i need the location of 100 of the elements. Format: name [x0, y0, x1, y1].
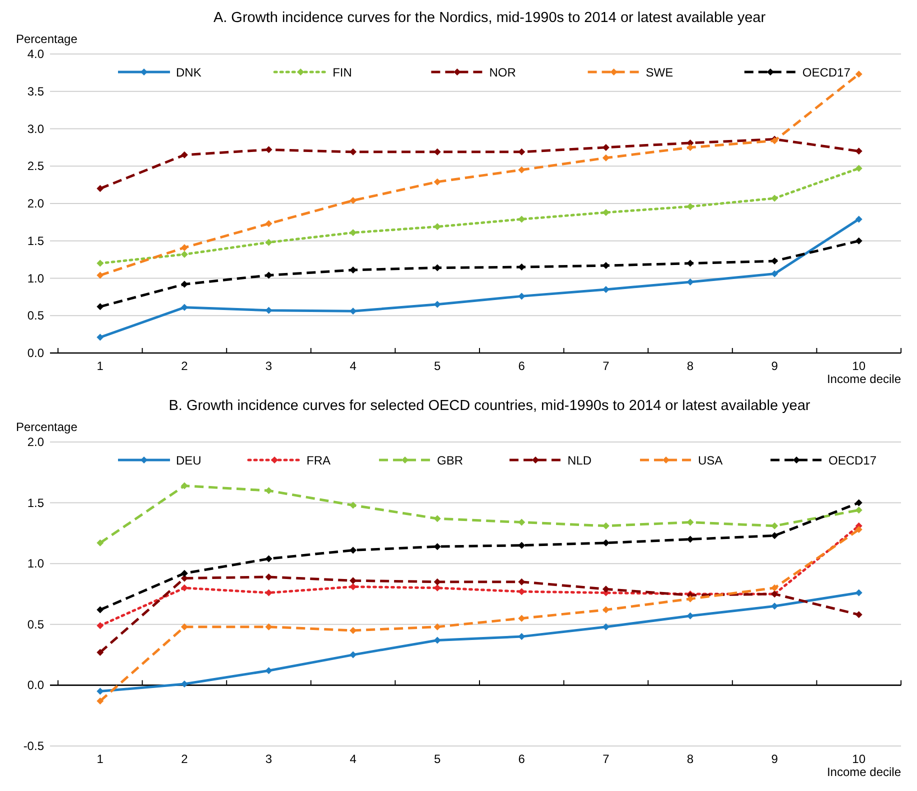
point: [686, 202, 694, 210]
point: [180, 151, 188, 158]
point: [434, 178, 441, 186]
point: [96, 185, 104, 192]
point: [350, 546, 357, 554]
x-tick-label: 1: [96, 752, 104, 766]
point: [686, 595, 694, 602]
point: [434, 223, 441, 230]
x-tick-label: 6: [518, 752, 526, 766]
y-tick-label: 0.0: [27, 678, 44, 692]
y-tick-label: 1.0: [27, 271, 44, 286]
point: [434, 148, 441, 156]
y-tick-label: 0.5: [27, 308, 44, 323]
legend-label: SWE: [646, 66, 674, 80]
point: [771, 522, 778, 530]
point: [518, 578, 526, 586]
point: [96, 606, 104, 614]
point: [855, 611, 862, 618]
legend-label: NLD: [568, 454, 592, 468]
y-tick-label: 1.5: [27, 496, 44, 510]
point: [855, 164, 862, 172]
x-tick-label: 8: [686, 359, 694, 373]
point: [434, 578, 441, 586]
y-tick-label: 0.0: [27, 346, 44, 360]
point: [771, 532, 778, 540]
x-tick-label: 10: [852, 359, 866, 373]
chart-title: A. Growth incidence curves for the Nordics, mid-1990s to 2014 or latest available year: [213, 10, 766, 26]
x-tick-label: 8: [686, 752, 694, 766]
point: [350, 308, 357, 315]
x-tick-label: 5: [434, 752, 442, 766]
point: [602, 623, 610, 630]
point: [771, 258, 778, 265]
x-tick-label: 2: [181, 752, 188, 766]
y-tick-label: 1.0: [27, 556, 44, 571]
point: [518, 148, 526, 156]
point: [180, 304, 188, 311]
point: [771, 270, 778, 278]
y-axis-title: Percentage: [16, 420, 78, 434]
point: [265, 573, 272, 580]
y-tick-label: 3.5: [27, 84, 44, 98]
point: [96, 698, 104, 705]
x-tick-label: 3: [265, 359, 272, 373]
legend-label: DNK: [176, 66, 202, 80]
point: [265, 220, 272, 228]
point: [518, 614, 526, 622]
x-tick-label: 9: [771, 359, 778, 373]
point: [518, 216, 526, 223]
point: [265, 589, 272, 596]
point: [265, 555, 272, 562]
point: [434, 623, 441, 630]
legend-label: NOR: [489, 66, 516, 80]
point: [686, 518, 694, 526]
point: [686, 278, 694, 286]
point: [602, 539, 610, 546]
point: [265, 306, 272, 314]
x-tick-label: 5: [434, 359, 442, 373]
point: [518, 588, 526, 596]
x-tick-label: 7: [602, 359, 610, 373]
point: [350, 502, 357, 509]
point: [180, 244, 188, 252]
y-tick-label: 0.5: [27, 617, 44, 632]
point: [434, 584, 441, 592]
point: [180, 584, 188, 592]
x-tick-label: 6: [518, 359, 526, 373]
point: [350, 148, 357, 156]
point: [350, 197, 357, 204]
x-tick-label: 10: [852, 752, 866, 766]
point: [771, 584, 778, 592]
point: [96, 688, 104, 695]
point: [434, 300, 441, 308]
y-tick-label: 3.0: [27, 122, 44, 136]
point: [265, 667, 272, 674]
x-axis-title: Income decile: [826, 765, 902, 779]
y-axis-title: Percentage: [16, 32, 78, 46]
point: [265, 487, 272, 494]
point: [855, 589, 862, 596]
legend-label: DEU: [176, 454, 202, 468]
legend-label: USA: [698, 454, 723, 468]
point: [265, 238, 272, 246]
point: [434, 515, 441, 522]
point: [518, 633, 526, 640]
y-tick-label: 4.0: [27, 47, 44, 61]
point: [855, 526, 862, 534]
point: [602, 606, 610, 614]
point: [686, 536, 694, 543]
x-tick-label: 3: [265, 752, 272, 766]
point: [686, 144, 694, 151]
point: [855, 216, 862, 223]
legend-label: FRA: [306, 454, 330, 468]
point: [265, 623, 272, 630]
x-tick-label: 1: [96, 359, 104, 373]
point: [96, 260, 104, 267]
x-tick-label: 9: [771, 752, 778, 766]
point: [180, 570, 188, 577]
y-tick-label: -0.5: [23, 739, 44, 753]
point: [434, 636, 441, 644]
point: [180, 280, 188, 288]
x-tick-label: 4: [350, 359, 357, 373]
point: [350, 651, 357, 658]
legend-label: OECD17: [828, 454, 877, 468]
